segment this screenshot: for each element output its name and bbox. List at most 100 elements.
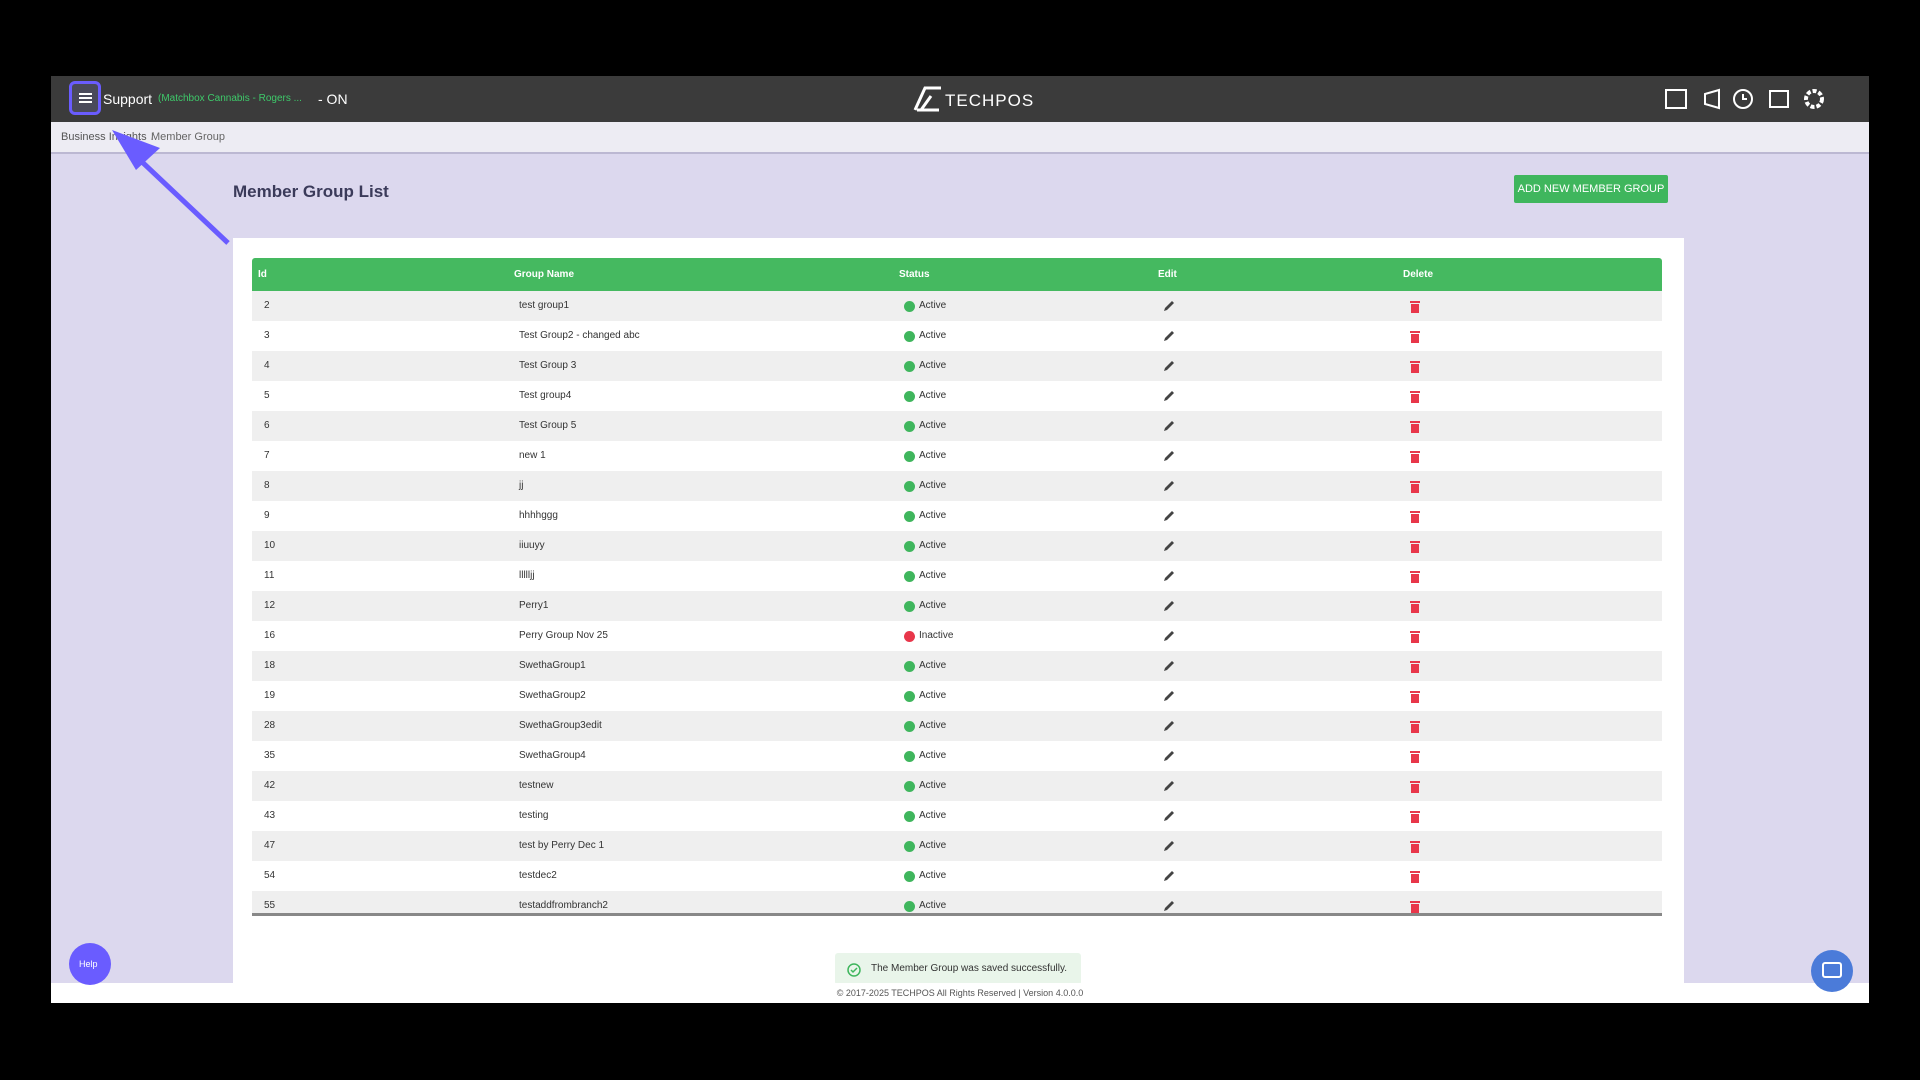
menu-button[interactable] (69, 81, 101, 115)
status-dot (904, 361, 915, 372)
delete-button[interactable] (1409, 450, 1421, 463)
chat-button[interactable] (1811, 950, 1853, 992)
delete-button[interactable] (1409, 660, 1421, 673)
table-row: 18 SwethaGroup1 Active (252, 651, 1662, 681)
help-button[interactable]: Help (69, 943, 111, 985)
delete-button[interactable] (1409, 810, 1421, 823)
breadcrumb-link[interactable]: Business Insights (61, 131, 147, 143)
delete-button[interactable] (1409, 390, 1421, 403)
table-row: 9 hhhhggg Active (252, 501, 1662, 531)
header-icons[interactable] (1661, 86, 1861, 112)
edit-button[interactable] (1162, 899, 1176, 913)
edit-button[interactable] (1162, 299, 1176, 313)
edit-button[interactable] (1162, 689, 1176, 703)
edit-button[interactable] (1162, 509, 1176, 523)
edit-button[interactable] (1162, 629, 1176, 643)
edit-icon (1164, 871, 1174, 881)
edit-button[interactable] (1162, 809, 1176, 823)
cell-name: testaddfrombranch2 (519, 900, 608, 911)
edit-button[interactable] (1162, 779, 1176, 793)
cell-status: Active (919, 480, 947, 491)
delete-button[interactable] (1409, 570, 1421, 583)
table-row: 28 SwethaGroup3edit Active (252, 711, 1662, 741)
delete-button[interactable] (1409, 780, 1421, 793)
status-dot (904, 871, 915, 882)
delete-button[interactable] (1409, 330, 1421, 343)
delete-icon (1410, 631, 1420, 643)
cell-name: hhhhggg (519, 510, 558, 521)
edit-button[interactable] (1162, 839, 1176, 853)
delete-button[interactable] (1409, 900, 1421, 913)
edit-icon (1164, 541, 1174, 551)
edit-icon (1164, 361, 1174, 371)
app: Support (Matchbox Cannabis - Rogers ... … (51, 76, 1869, 1003)
delete-button[interactable] (1409, 840, 1421, 853)
delete-button[interactable] (1409, 300, 1421, 313)
cell-status: Active (919, 720, 947, 731)
delete-button[interactable] (1409, 870, 1421, 883)
delete-button[interactable] (1409, 600, 1421, 613)
edit-button[interactable] (1162, 569, 1176, 583)
delete-button[interactable] (1409, 690, 1421, 703)
logo: TECHPOS (945, 91, 1035, 110)
delete-icon (1410, 301, 1420, 313)
edit-button[interactable] (1162, 869, 1176, 883)
footer: © 2017-2025 TECHPOS All Rights Reserved … (51, 983, 1869, 1003)
delete-icon (1410, 331, 1420, 343)
cell-id: 8 (264, 480, 270, 491)
edit-icon (1164, 571, 1174, 581)
column-header: Delete (1403, 269, 1434, 280)
delete-button[interactable] (1409, 510, 1421, 523)
edit-icon (1164, 481, 1174, 491)
delete-button[interactable] (1409, 720, 1421, 733)
cell-name: Test group4 (519, 390, 572, 401)
edit-button[interactable] (1162, 329, 1176, 343)
cell-id: 9 (264, 510, 270, 521)
add-button[interactable]: ADD NEW MEMBER GROUP (1514, 175, 1668, 203)
column-header: Group Name (514, 269, 575, 280)
edit-icon (1164, 301, 1174, 311)
edit-button[interactable] (1162, 389, 1176, 403)
delete-button[interactable] (1409, 360, 1421, 373)
edit-button[interactable] (1162, 599, 1176, 613)
cell-name: SwethaGroup2 (519, 690, 586, 701)
cell-status: Active (919, 450, 947, 461)
edit-button[interactable] (1162, 479, 1176, 493)
edit-icon (1164, 511, 1174, 521)
delete-button[interactable] (1409, 480, 1421, 493)
edit-button[interactable] (1162, 719, 1176, 733)
delete-icon (1410, 511, 1420, 523)
table-row: 54 testdec2 Active (252, 861, 1662, 891)
table-row: 16 Perry Group Nov 25 Inactive (252, 621, 1662, 651)
edit-button[interactable] (1162, 419, 1176, 433)
edit-button[interactable] (1162, 359, 1176, 373)
table-row: 4 Test Group 3 Active (252, 351, 1662, 381)
edit-icon (1164, 811, 1174, 821)
delete-icon (1410, 571, 1420, 583)
delete-icon (1410, 691, 1420, 703)
delete-button[interactable] (1409, 630, 1421, 643)
card: Id Group Name Status Edit Delete 2 test group1… (233, 238, 1684, 1003)
edit-icon (1164, 421, 1174, 431)
cell-id: 18 (264, 660, 276, 671)
edit-button[interactable] (1162, 659, 1176, 673)
page-title: Member Group List (233, 182, 389, 201)
edit-button[interactable] (1162, 539, 1176, 553)
status-dot (904, 331, 915, 342)
edit-icon (1164, 661, 1174, 671)
cell-id: 10 (264, 540, 276, 551)
breadcrumb-current: Member Group (151, 131, 225, 143)
edit-icon (1164, 691, 1174, 701)
status-dot (904, 661, 915, 672)
edit-button[interactable] (1162, 749, 1176, 763)
delete-button[interactable] (1409, 540, 1421, 553)
delete-button[interactable] (1409, 420, 1421, 433)
delete-icon (1410, 601, 1420, 613)
delete-button[interactable] (1409, 750, 1421, 763)
logo-icon (913, 86, 941, 112)
store-name[interactable]: (Matchbox Cannabis - Rogers ... (158, 93, 302, 104)
table-row: 12 Perry1 Active (252, 591, 1662, 621)
edit-button[interactable] (1162, 449, 1176, 463)
cell-id: 35 (264, 750, 276, 761)
edit-icon (1164, 781, 1174, 791)
